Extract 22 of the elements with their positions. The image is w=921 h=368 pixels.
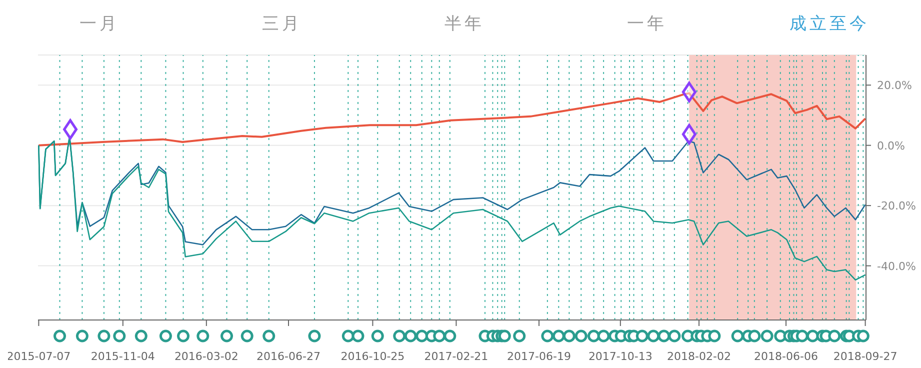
x-tick-label: 2016-06-27 [256,350,320,363]
x-tick-label: 2015-11-04 [90,350,155,363]
x-tick-label: 2017-10-13 [588,350,652,363]
x-tick-label: 2017-02-21 [424,350,488,363]
text: 一年 [626,13,668,36]
point [63,119,78,140]
text: 成立至今 [788,13,871,36]
point [682,82,696,102]
x-tick-label: 2018-06-06 [754,350,818,363]
text: 半年 [443,13,486,36]
y-tick-label: 20.0% [877,79,912,92]
x-tick-label: 2016-03-02 [174,350,238,363]
text: 三月 [260,13,303,36]
x-tick-label: 2018-09-27 [833,350,898,363]
text: 一月 [78,13,120,36]
x-tick-label: 2017-06-19 [507,350,571,363]
x-tick-label: 2016-10-25 [340,350,405,363]
x-tick-label: 2018-02-02 [667,350,731,363]
point [682,124,696,144]
y-tick-label: -40.0% [877,260,916,273]
y-tick-label: 0.0% [877,139,905,152]
y-tick-label: -20.0% [877,200,916,213]
